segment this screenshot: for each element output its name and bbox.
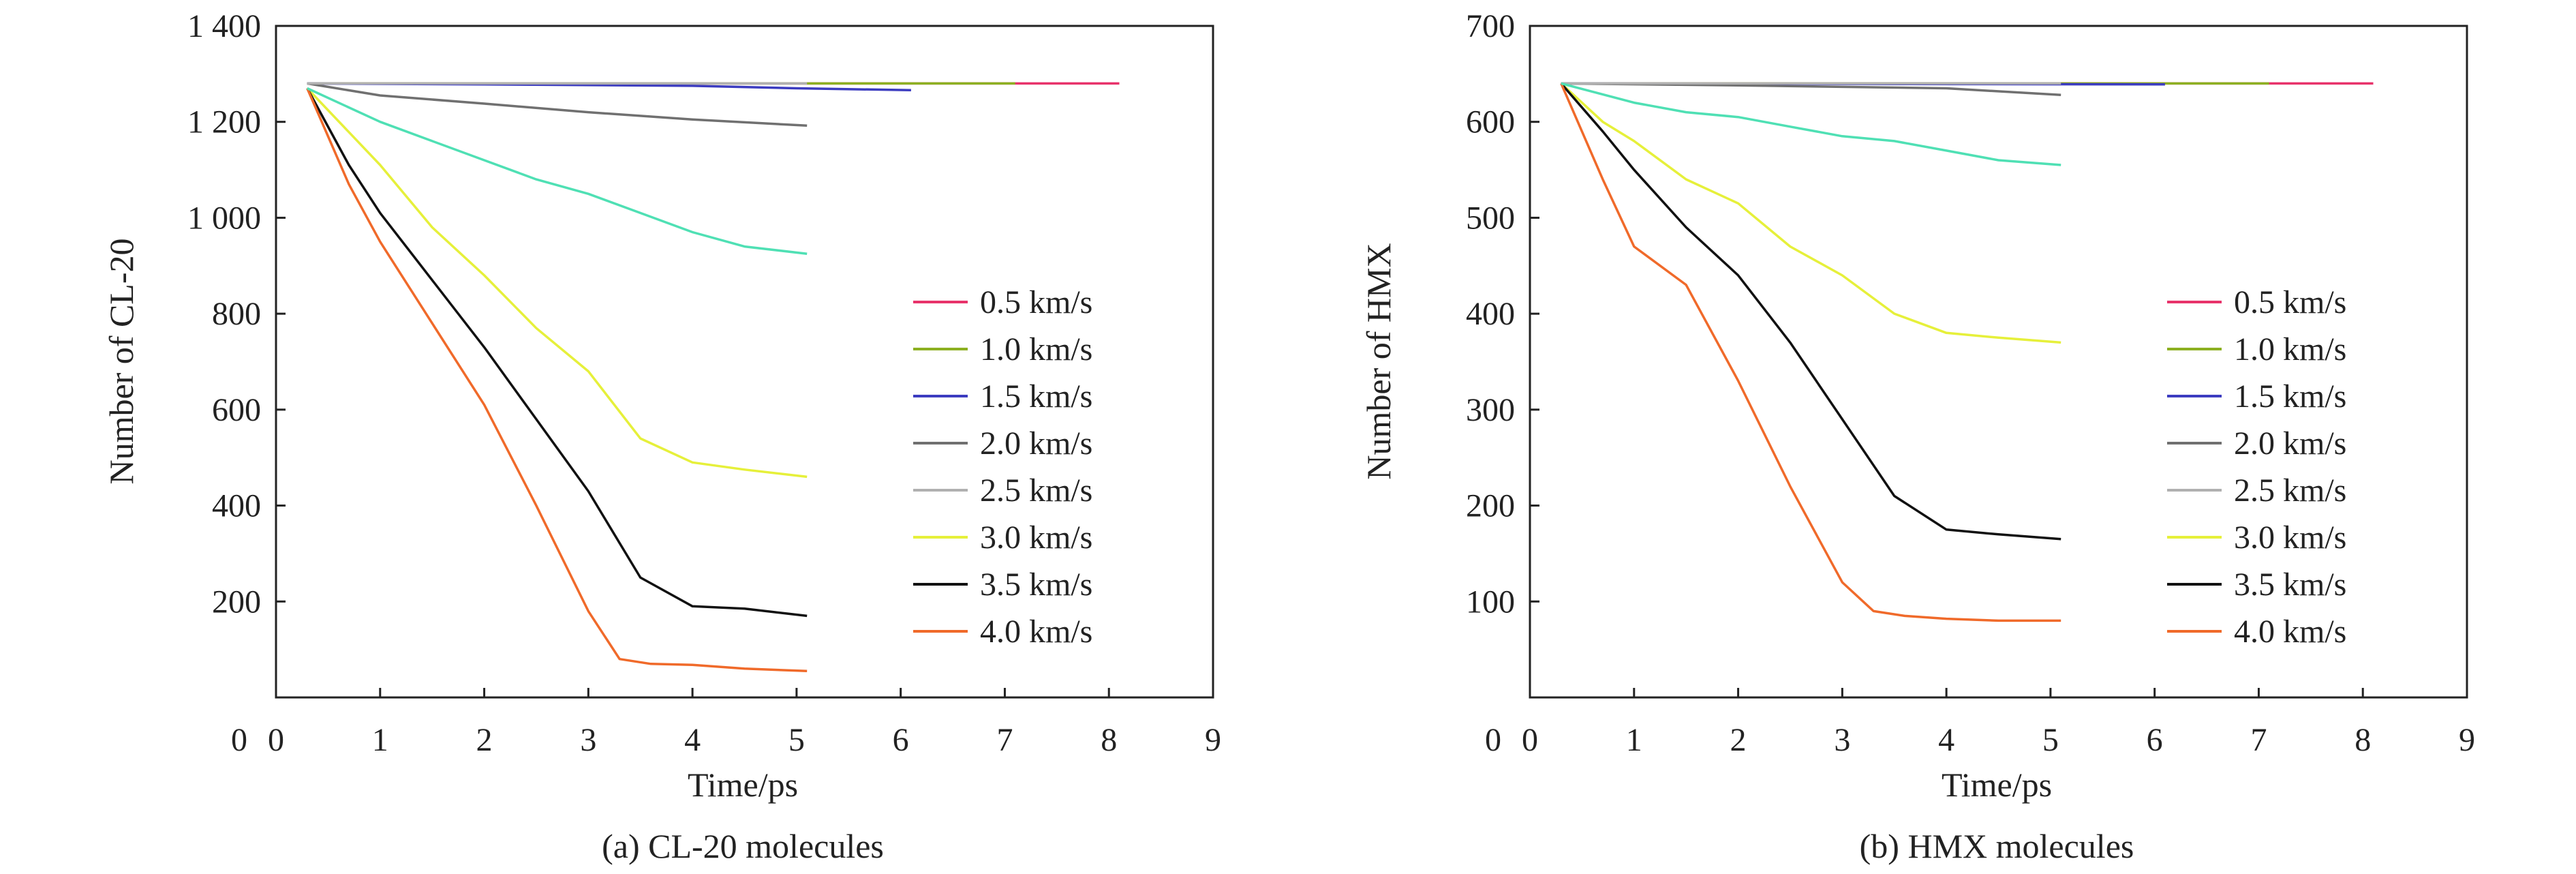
x-tick-label: 6 bbox=[893, 722, 909, 758]
legend-label: 3.0 km/s bbox=[980, 519, 1092, 556]
x-tick-label: 5 bbox=[788, 722, 805, 758]
legend-label: 1.5 km/s bbox=[980, 378, 1092, 415]
x-tick-label: 7 bbox=[996, 722, 1013, 758]
plot-frame bbox=[275, 25, 1214, 699]
legend-label: 2.0 km/s bbox=[980, 425, 1092, 462]
y-tick-label: 200 bbox=[212, 584, 261, 620]
y-tick-label: 200 bbox=[1466, 488, 1515, 524]
x-tick-label: 0 bbox=[1522, 722, 1538, 758]
legend-label: 0.5 km/s bbox=[2234, 284, 2346, 320]
x-tick-label: 4 bbox=[684, 722, 701, 758]
y-axis-label: Number of HMX bbox=[1360, 243, 1398, 479]
x-tick-label: 9 bbox=[2459, 722, 2475, 758]
x-ticks: 0 1 2 3 4 5 6 7 8 9 0 bbox=[1485, 688, 2475, 758]
x-tick-label: 2 bbox=[476, 722, 493, 758]
y-tick-label: 400 bbox=[212, 488, 261, 524]
legend-label: 1.0 km/s bbox=[980, 331, 1092, 367]
legend: 0.5 km/s 1.0 km/s 1.5 km/s 2.0 km/s 2.5 km/s… bbox=[2167, 284, 2346, 650]
x-tick-label: 3 bbox=[1834, 722, 1850, 758]
x-tick-label: 5 bbox=[2042, 722, 2059, 758]
y-tick-label: 600 bbox=[1466, 104, 1515, 140]
x-axis-label: Time/ps bbox=[1942, 766, 2052, 804]
series-line bbox=[1560, 82, 2061, 541]
legend-label: 2.5 km/s bbox=[980, 472, 1092, 509]
legend-label: 3.0 km/s bbox=[2234, 519, 2346, 556]
legend-label: 4.0 km/s bbox=[2234, 614, 2346, 650]
origin-label: 0 bbox=[231, 722, 247, 758]
y-tick-label: 1 200 bbox=[187, 104, 261, 140]
x-tick-label: 8 bbox=[2355, 722, 2371, 758]
origin-label: 0 bbox=[1485, 722, 1501, 758]
legend-label: 0.5 km/s bbox=[980, 284, 1092, 320]
y-axis-label: Number of CL-20 bbox=[102, 238, 140, 484]
series-line bbox=[307, 87, 808, 255]
x-tick-label: 8 bbox=[1101, 722, 1117, 758]
x-tick-label: 1 bbox=[372, 722, 388, 758]
y-tick-label: 1 400 bbox=[187, 8, 261, 44]
caption: (a) CL-20 molecules bbox=[602, 827, 884, 865]
y-tick-label: 100 bbox=[1466, 584, 1515, 620]
legend-label: 4.0 km/s bbox=[980, 614, 1092, 650]
x-tick-label: 1 bbox=[1626, 722, 1642, 758]
x-tick-label: 4 bbox=[1938, 722, 1954, 758]
legend-label: 1.0 km/s bbox=[2234, 331, 2346, 367]
legend-label: 2.5 km/s bbox=[2234, 472, 2346, 509]
y-tick-label: 500 bbox=[1466, 200, 1515, 236]
y-tick-label: 1 000 bbox=[187, 200, 261, 236]
legend-label: 3.5 km/s bbox=[980, 567, 1092, 603]
x-tick-label: 6 bbox=[2147, 722, 2163, 758]
y-tick-label: 400 bbox=[1466, 296, 1515, 332]
y-tick-label: 600 bbox=[212, 392, 261, 428]
plot-frame bbox=[1529, 25, 2468, 699]
panel-b: 0 1 2 3 4 5 6 7 8 9 0 100 200 300 400 500 600 700 0.5 km… bbox=[1360, 8, 2475, 865]
legend-label: 3.5 km/s bbox=[2234, 567, 2346, 603]
x-tick-label: 9 bbox=[1205, 722, 1221, 758]
x-tick-label: 0 bbox=[268, 722, 284, 758]
series-line bbox=[1560, 82, 2061, 622]
legend: 0.5 km/s 1.0 km/s 1.5 km/s 2.0 km/s 2.5 km/s… bbox=[913, 284, 1092, 650]
y-tick-label: 700 bbox=[1466, 8, 1515, 44]
series-line bbox=[306, 87, 808, 618]
y-ticks: 100 200 300 400 500 600 700 bbox=[1466, 8, 1539, 620]
y-ticks: 200 400 600 800 1 000 1 200 1 400 bbox=[187, 8, 286, 620]
legend-label: 1.5 km/s bbox=[2234, 378, 2346, 415]
x-tick-label: 7 bbox=[2250, 722, 2267, 758]
series-group bbox=[1560, 82, 2374, 622]
x-tick-label: 2 bbox=[1730, 722, 1747, 758]
series-line bbox=[306, 87, 808, 479]
caption: (b) HMX molecules bbox=[1860, 827, 2134, 865]
x-axis-label: Time/ps bbox=[688, 766, 798, 804]
series-line bbox=[1560, 82, 2061, 344]
y-tick-label: 800 bbox=[212, 296, 261, 332]
series-group bbox=[306, 82, 1120, 673]
x-ticks: 0 1 2 3 4 5 6 7 8 9 0 bbox=[231, 688, 1221, 758]
legend-label: 2.0 km/s bbox=[2234, 425, 2346, 462]
x-tick-label: 3 bbox=[580, 722, 596, 758]
y-tick-label: 300 bbox=[1466, 392, 1515, 428]
series-line bbox=[306, 87, 808, 673]
series-line bbox=[307, 82, 808, 127]
series-line bbox=[1561, 82, 2061, 166]
